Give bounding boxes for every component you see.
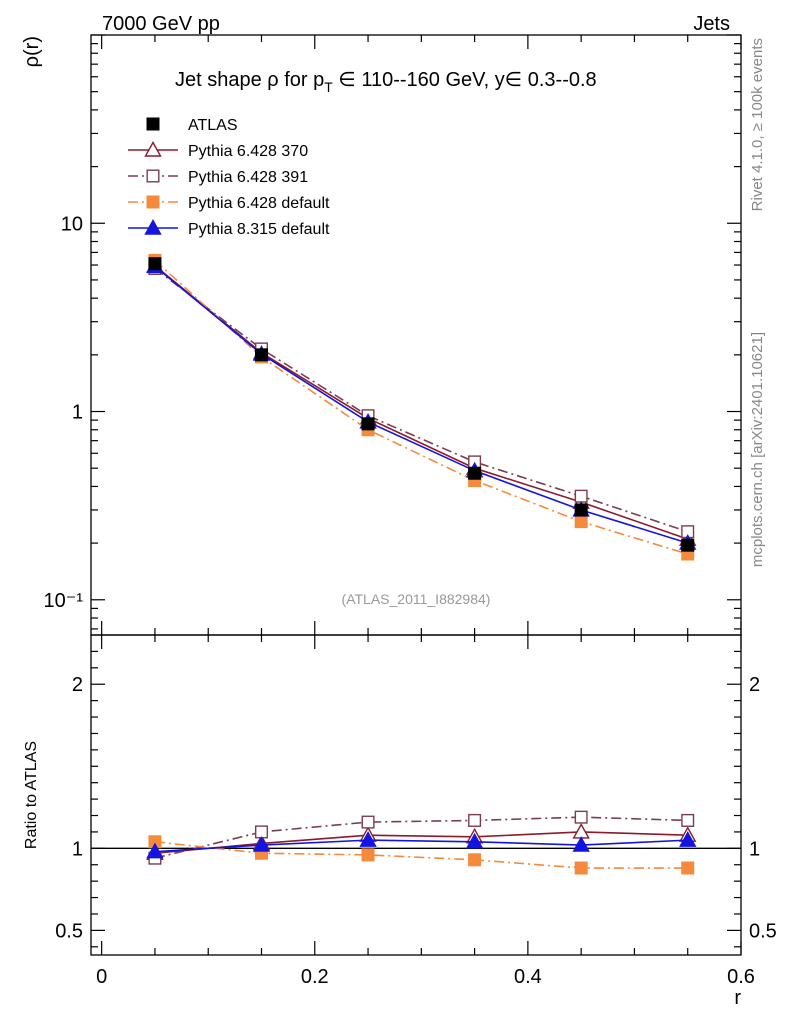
data-point-atlas bbox=[681, 538, 695, 552]
legend-entry-pythia-6-428-391: Pythia 6.428 391 bbox=[128, 169, 308, 186]
ratio-y-tick-label-right: 2 bbox=[749, 674, 760, 696]
chart-title: Jet shape ρ for pT ∈ 110--160 GeV, y∈ 0.… bbox=[175, 69, 597, 95]
ratio-data-series bbox=[146, 810, 697, 875]
ratio-point-pythia-6-428-default bbox=[148, 835, 162, 849]
series-atlas bbox=[148, 257, 695, 552]
ratio-y-tick-label-left: 2 bbox=[72, 674, 83, 696]
ratio-ticks bbox=[91, 635, 742, 955]
ratio-point-pythia-8-315-default bbox=[465, 832, 484, 849]
legend-label: ATLAS bbox=[188, 117, 238, 134]
x-axis-label: r bbox=[734, 987, 741, 1009]
legend-entry-atlas: ATLAS bbox=[146, 117, 238, 134]
legend-label: Pythia 6.428 default bbox=[188, 195, 330, 212]
analysis-watermark: (ATLAS_2011_I882984) bbox=[342, 591, 491, 607]
data-point-atlas bbox=[468, 466, 482, 480]
ratio-point-pythia-6-428-391 bbox=[574, 810, 588, 824]
main-data-series bbox=[146, 253, 697, 561]
main-y-tick-label: 10⁻¹ bbox=[44, 590, 84, 612]
ratio-point-pythia-6-428-default bbox=[361, 848, 375, 862]
ratio-point-pythia-6-428-370 bbox=[572, 822, 590, 839]
ratio-series-pythia-6-428-391 bbox=[148, 810, 695, 865]
legend: ATLAS Pythia 6.428 370 Pythia 6.428 391 Pyt… bbox=[128, 117, 330, 238]
chart-title-lead: Jet shape ρ for p bbox=[175, 69, 324, 91]
x-tick-labels: 0 0.2 0.4 0.6 bbox=[96, 966, 755, 988]
ratio-point-pythia-6-428-default bbox=[468, 853, 482, 867]
x-tick-label: 0.6 bbox=[727, 966, 755, 988]
ratio-point-pythia-8-315-default bbox=[572, 836, 590, 852]
ratio-point-pythia-6-428-default bbox=[574, 861, 588, 875]
ratio-point-pythia-6-428-391 bbox=[361, 815, 375, 829]
ratio-y-tick-label-right: 1 bbox=[749, 838, 760, 860]
chart-title-tail: ∈ 110--160 GeV, y∈ 0.3--0.8 bbox=[333, 69, 597, 91]
main-panel: 10 1 10⁻¹ ρ(r) Jet shape ρ for pT ∈ 110--1… bbox=[21, 34, 742, 636]
main-ticks bbox=[91, 34, 742, 635]
ratio-line-pythia-6-428-default bbox=[154, 840, 688, 869]
data-point-pythia-6-428-391 bbox=[574, 489, 588, 503]
ratio-point-pythia-8-315-default bbox=[679, 831, 697, 847]
ratio-point-pythia-8-315-default bbox=[146, 842, 164, 859]
ratio-series-pythia-8-315-default bbox=[146, 831, 697, 859]
legend-label: Pythia 6.428 391 bbox=[188, 169, 308, 186]
legend-marker bbox=[146, 169, 160, 183]
main-y-tick-label: 10 bbox=[61, 213, 83, 235]
series-pythia-6-428-default bbox=[148, 253, 695, 561]
legend-marker bbox=[146, 117, 160, 131]
main-y-axis-label: ρ(r) bbox=[21, 36, 43, 67]
mcplots-label: mcplots.cern.ch [arXiv:2401.10621] bbox=[749, 332, 766, 567]
series-pythia-6-428-370 bbox=[146, 256, 697, 546]
ratio-line-pythia-8-315-default bbox=[154, 839, 688, 853]
series-line-pythia-8-315-default bbox=[154, 265, 688, 544]
data-point-pythia-6-428-default bbox=[574, 515, 588, 529]
ratio-point-pythia-8-315-default bbox=[359, 831, 377, 847]
ratio-line-pythia-6-428-391 bbox=[154, 816, 688, 859]
ratio-point-pythia-6-428-391 bbox=[254, 825, 268, 839]
main-y-tick-label: 1 bbox=[72, 402, 83, 424]
ratio-point-pythia-6-428-default bbox=[681, 861, 695, 875]
ratio-series-pythia-6-428-default bbox=[148, 835, 695, 875]
series-line-pythia-6-428-default bbox=[154, 259, 688, 555]
x-tick-label: 0.2 bbox=[301, 966, 329, 988]
data-point-atlas bbox=[361, 417, 375, 431]
x-tick-label: 0.4 bbox=[514, 966, 542, 988]
ratio-point-pythia-6-428-391 bbox=[681, 813, 695, 827]
legend-marker bbox=[144, 141, 162, 157]
legend-entry-pythia-8-315-default: Pythia 8.315 default bbox=[128, 219, 330, 238]
legend-label: Pythia 6.428 370 bbox=[188, 143, 308, 160]
legend-entry-pythia-6-428-default: Pythia 6.428 default bbox=[128, 195, 330, 212]
ratio-y-tick-label-left: 1 bbox=[72, 838, 83, 860]
legend-marker bbox=[146, 195, 160, 209]
chart-title-sub: T bbox=[324, 79, 333, 95]
legend-label: Pythia 8.315 default bbox=[188, 221, 330, 238]
ratio-panel: 2 2 1 1 0.5 0.5 0 0.2 0.4 0.6 Ratio to ATLAS r bbox=[23, 634, 777, 1009]
rivet-label: Rivet 4.1.0, ≥ 100k events bbox=[749, 38, 766, 211]
ratio-y-axis-label: Ratio to ATLAS bbox=[23, 741, 40, 849]
header-left: 7000 GeV pp bbox=[102, 13, 220, 35]
legend-entry-pythia-6-428-370: Pythia 6.428 370 bbox=[128, 141, 308, 160]
ratio-y-tick-label-right: 0.5 bbox=[749, 920, 777, 942]
ratio-y-tick-labels: 2 2 1 1 0.5 0.5 bbox=[55, 674, 777, 942]
legend-marker bbox=[144, 219, 162, 235]
ratio-series-pythia-6-428-370 bbox=[146, 822, 697, 860]
series-pythia-8-315-default bbox=[146, 257, 697, 550]
ratio-point-pythia-8-315-default bbox=[252, 836, 271, 852]
data-point-atlas bbox=[148, 257, 162, 271]
x-tick-label: 0 bbox=[96, 966, 107, 988]
ratio-y-tick-label-left: 0.5 bbox=[55, 920, 83, 942]
ratio-line-pythia-6-428-370 bbox=[154, 831, 688, 855]
ratio-frame bbox=[90, 634, 742, 956]
main-y-tick-labels: 10 1 10⁻¹ bbox=[44, 213, 84, 612]
data-point-atlas bbox=[574, 503, 588, 517]
ratio-point-pythia-6-428-391 bbox=[468, 813, 482, 827]
header-right: Jets bbox=[693, 13, 730, 35]
series-pythia-6-428-391 bbox=[148, 262, 695, 539]
series-line-pythia-6-428-370 bbox=[154, 265, 688, 540]
data-point-atlas bbox=[254, 348, 268, 362]
series-line-pythia-6-428-391 bbox=[154, 267, 688, 533]
